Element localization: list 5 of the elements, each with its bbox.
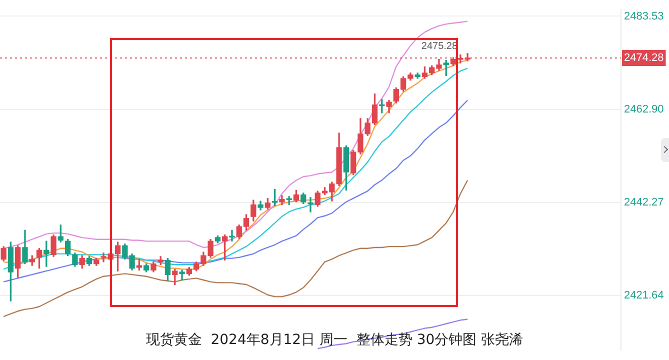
ref-line-label: 2474.28 (624, 52, 664, 64)
y-tick-label: 2421.64 (624, 290, 664, 302)
y-tick-label: 2462.90 (624, 103, 664, 116)
y-tick-label: 2442.27 (624, 196, 664, 209)
y-tick-label: 2483.53 (624, 10, 664, 22)
